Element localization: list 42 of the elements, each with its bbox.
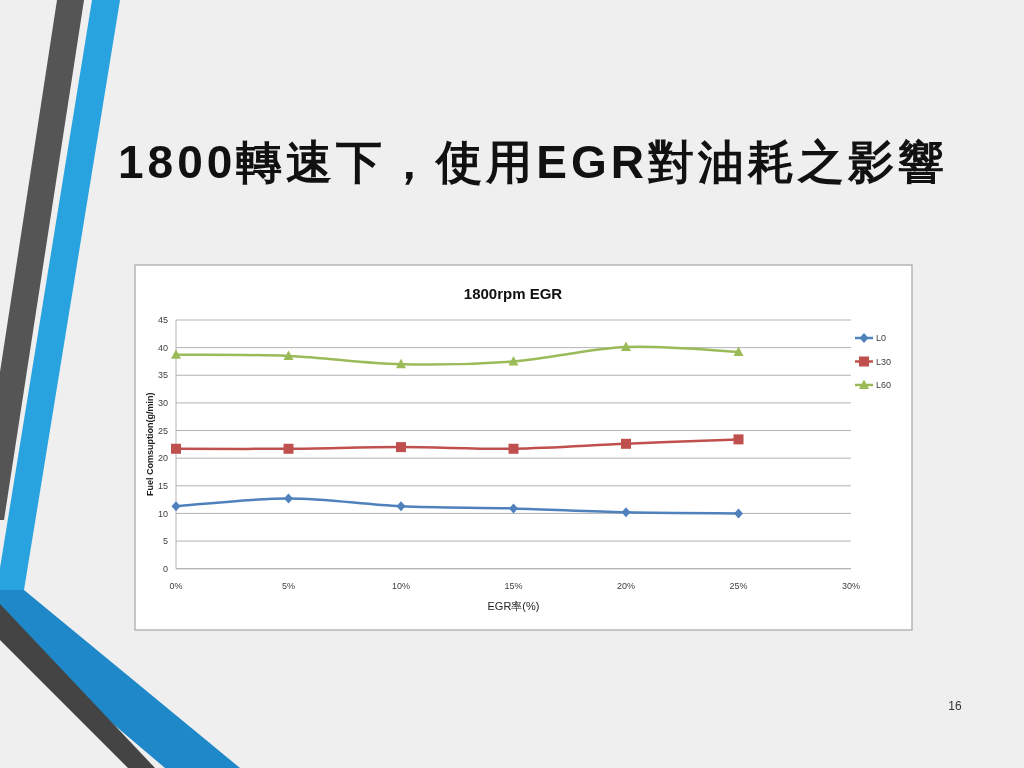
y-tick-label: 5 [162, 536, 168, 547]
point [283, 350, 294, 360]
x-tick-label: 30% [841, 580, 861, 591]
point [621, 341, 631, 352]
x-tick-label: 0% [169, 580, 183, 591]
y-axis-title: Fuel Comsuption(g/min) [145, 392, 155, 497]
y-tick-label: 15 [157, 481, 168, 491]
x-tick-label: 15% [504, 580, 523, 591]
point [508, 443, 519, 454]
chart-title: 1800轉速下，使用EGR對油耗之影響 [118, 136, 949, 188]
x-axis-title: EGR率(%) [487, 600, 540, 612]
legend-label: L60 [876, 380, 892, 391]
x-tick-label: 10% [391, 580, 411, 591]
x-tick-label: 5% [281, 580, 296, 591]
point [171, 501, 181, 512]
chart-subtitle: 1800rpm EGR [463, 285, 563, 302]
point [396, 501, 406, 512]
point [283, 443, 294, 454]
legend-label: L0 [876, 333, 887, 344]
y-tick-label: 35 [157, 370, 168, 381]
point [171, 349, 181, 359]
point [396, 358, 406, 369]
point [734, 508, 743, 519]
point [396, 442, 406, 453]
text: 16 [948, 699, 962, 713]
point [733, 346, 744, 357]
point [284, 493, 293, 504]
y-tick-label: 40 [157, 342, 168, 353]
y-tick-label: 0 [162, 563, 168, 574]
y-tick-label: 25 [157, 425, 168, 436]
x-tick-label: 25% [729, 580, 748, 591]
y-tick-label: 45 [157, 315, 168, 326]
point [171, 443, 181, 454]
y-tick-label: 10 [157, 508, 168, 519]
y-tick-label: 30 [157, 398, 168, 409]
point [621, 438, 631, 449]
x-tick-label: 20% [616, 580, 636, 591]
point [509, 503, 518, 514]
y-tick-label: 20 [157, 453, 168, 464]
point [733, 434, 744, 445]
point [621, 507, 631, 518]
legend-label: L30 [876, 356, 892, 367]
